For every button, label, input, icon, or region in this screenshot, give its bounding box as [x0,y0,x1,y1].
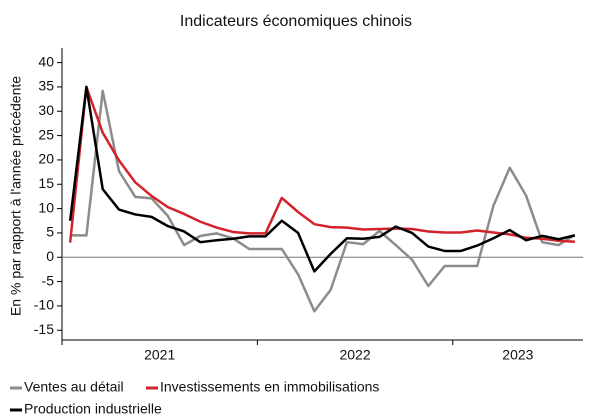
y-tick-label: 20 [38,151,54,167]
x-tick-label: 2023 [502,347,533,363]
y-tick-label: 0 [46,248,54,264]
legend-label: Production industrielle [24,401,162,417]
x-tick-label: 2021 [144,347,175,363]
series-line [68,85,575,243]
series-line [70,89,576,313]
y-tick-label: 25 [38,126,54,142]
chart-title: Indicateurs économiques chinois [180,13,412,30]
y-tick-label: 5 [46,224,54,240]
y-axis-label: En % par rapport à l'année précédente [8,76,24,316]
y-tick-label: -10 [34,297,54,313]
y-tick-label: -5 [42,272,55,288]
y-tick-label: 35 [38,78,54,94]
y-tick-label: 40 [38,53,54,69]
y-tick-label: 10 [38,199,54,215]
y-tick-label: -15 [34,321,54,337]
x-tick-label: 2022 [339,347,370,363]
legend-label: Investissements en immobilisations [160,379,379,395]
y-tick-label: 15 [38,175,54,191]
legend-label: Ventes au détail [24,379,124,395]
series-line [68,85,576,273]
y-tick-label: 30 [38,102,54,118]
